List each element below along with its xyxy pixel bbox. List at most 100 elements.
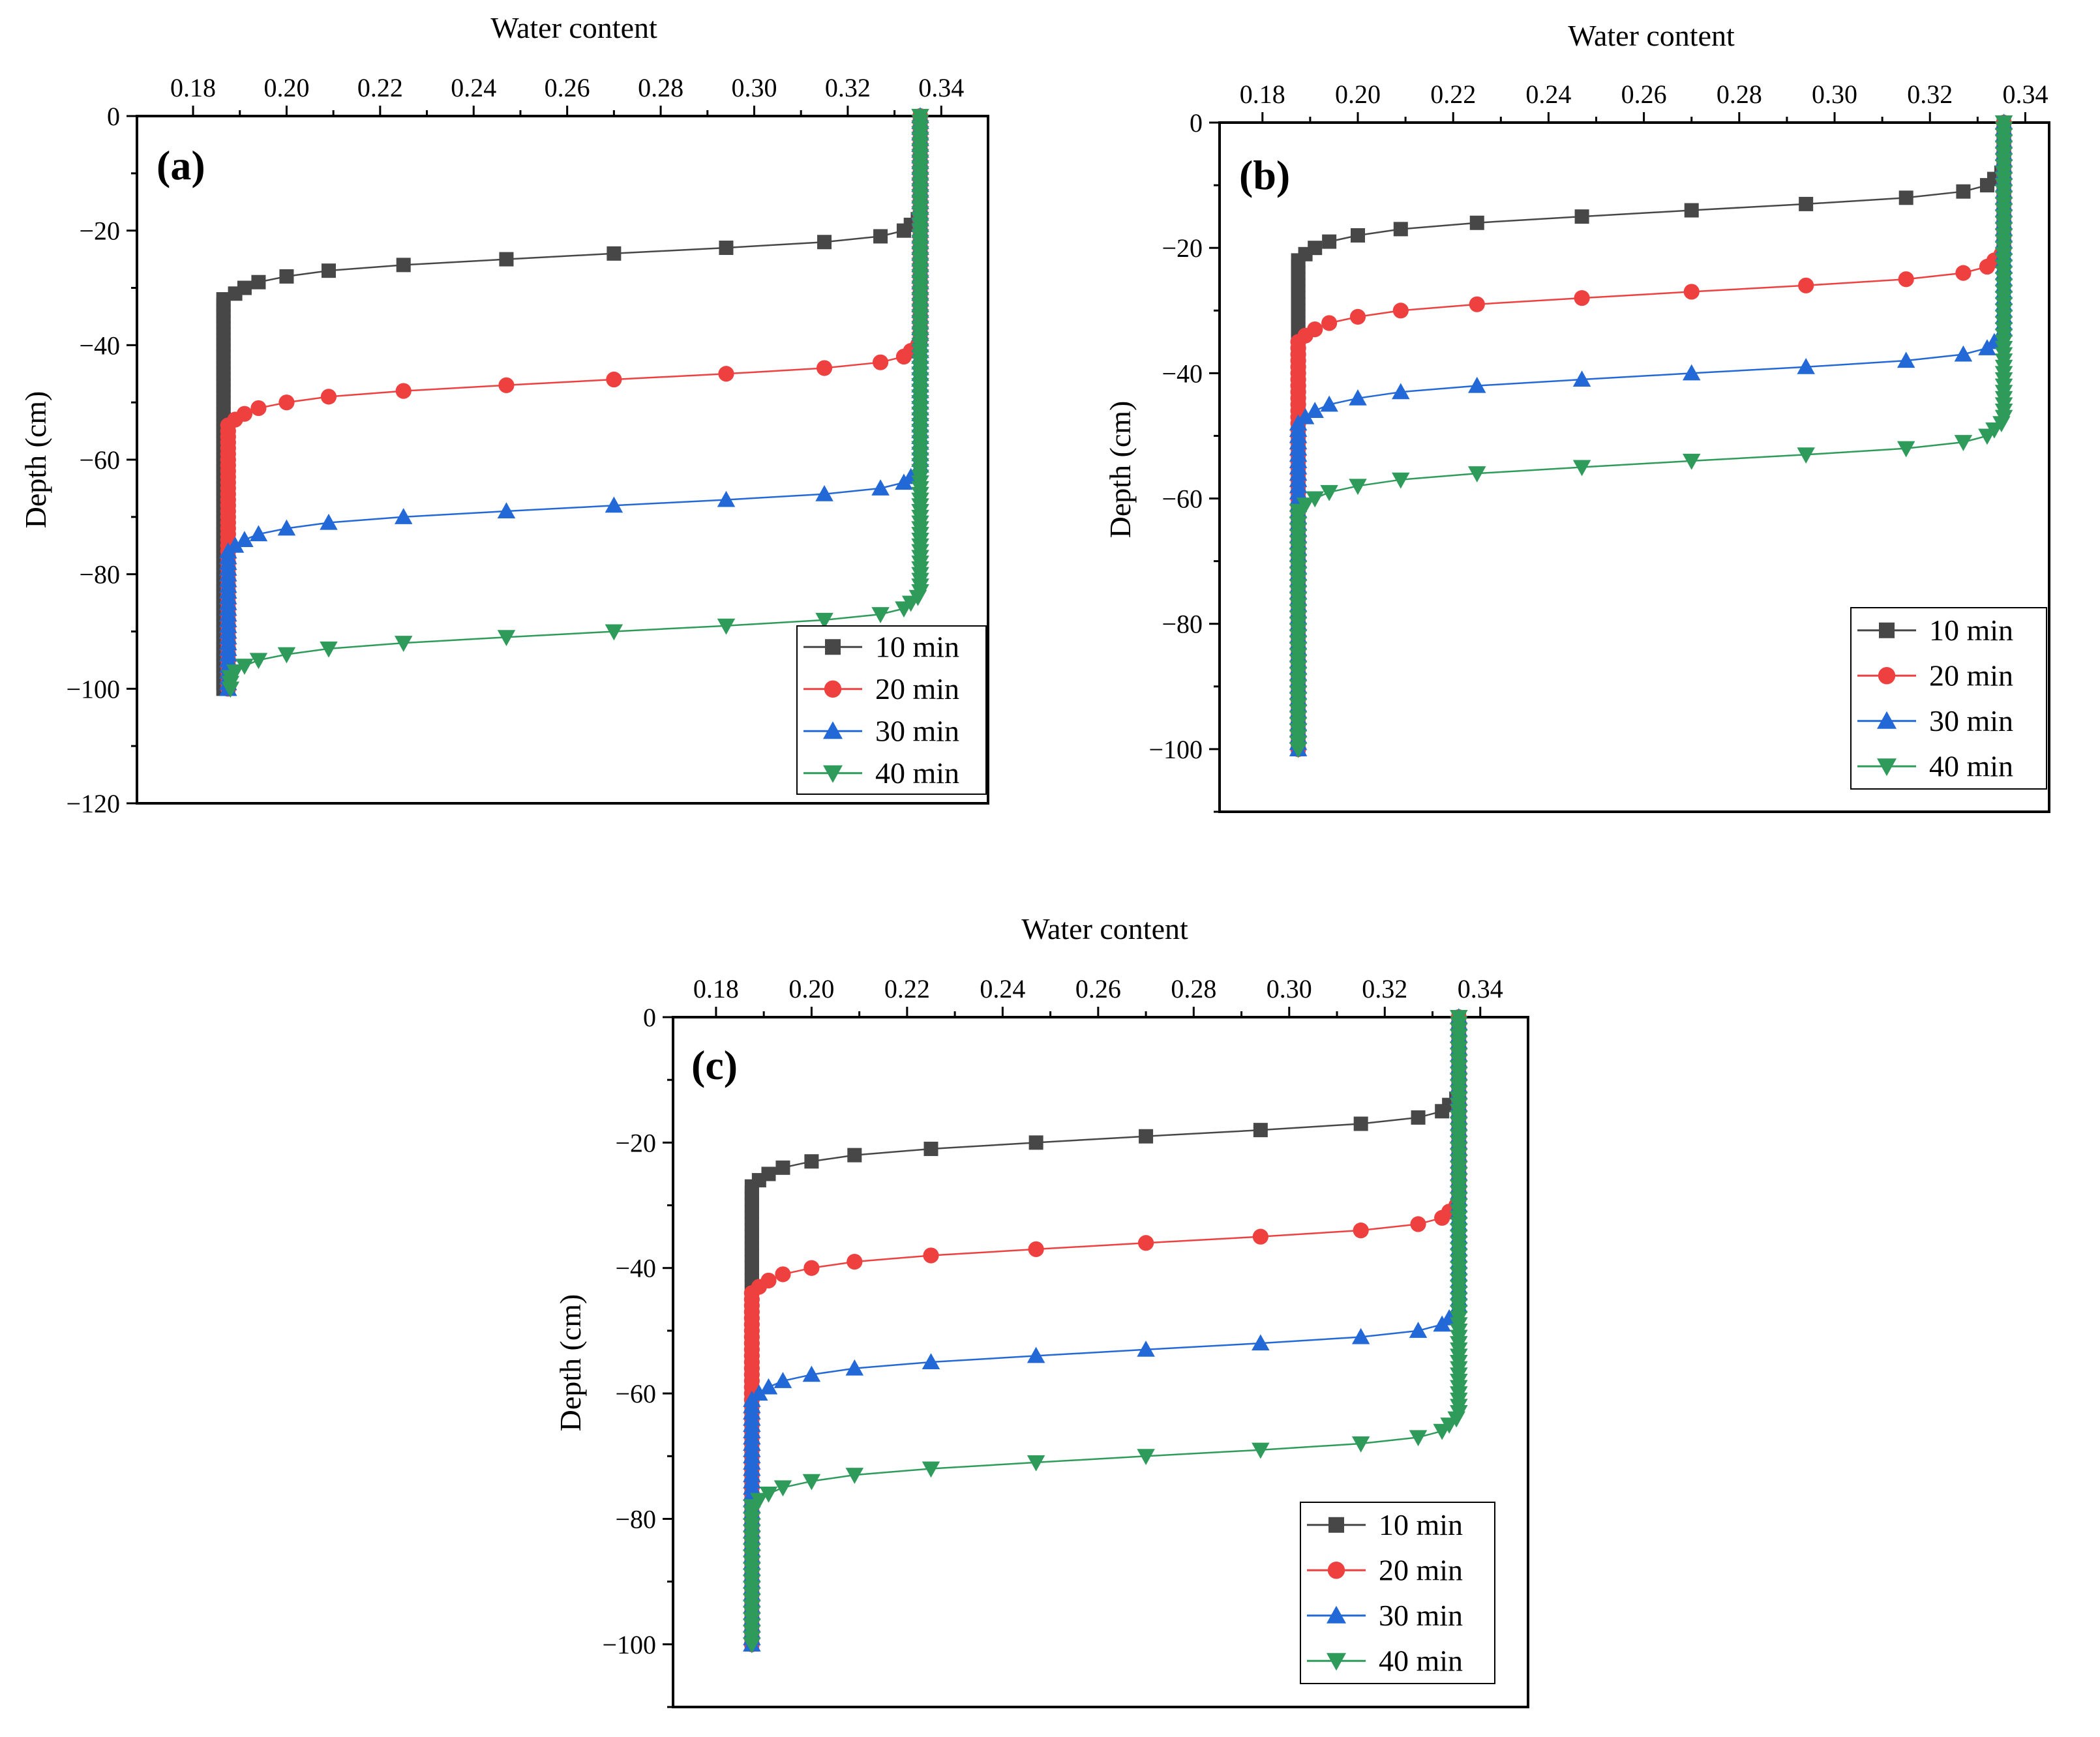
data-point [1137,1235,1154,1251]
data-point [1433,1315,1451,1332]
data-point [250,400,267,417]
legend-marker [1878,667,1896,685]
chart-panel-3: 0.18 0.20 0.22 0.24 0.26 0.28 0.30 0.32 0.34 0 −20… [554,912,1529,1708]
data-point [872,354,889,370]
data-point [816,360,833,376]
x-tick-label: 0.28 [638,73,683,102]
data-point [1392,303,1409,319]
series-40-min [1289,115,2013,758]
data-point [1353,1222,1369,1239]
data-point [1799,196,1814,211]
y-tick-label: −80 [1162,610,1203,639]
data-point [1468,376,1486,393]
x-axis-title: Water content [1568,19,1735,52]
data-point [279,269,294,284]
data-point [235,531,254,547]
data-point [1684,203,1699,218]
y-tick-label: −40 [1162,359,1203,388]
data-point [1468,466,1486,482]
data-point [717,490,736,507]
data-point [871,607,890,623]
data-point [1435,1104,1450,1119]
data-point [1349,308,1366,325]
legend-marker [823,721,843,739]
y-tick-label: −40 [79,331,120,360]
data-point [1320,395,1338,412]
data-point [320,389,337,405]
data-point [394,508,413,524]
legend-label: 40 min [875,756,959,790]
data-point [605,624,623,641]
series-20-min [220,108,929,697]
data-point [719,241,734,256]
x-tick-label: 0.22 [884,974,930,1003]
x-tick-label: 0.30 [1267,974,1312,1003]
data-point [773,1480,792,1497]
y-tick-label: −40 [615,1254,656,1283]
data-point [1469,215,1484,230]
chart-panel-1: 0.18 0.20 0.22 0.24 0.26 0.28 0.30 0.32 0.34 0 −20… [19,11,989,818]
data-point [1956,184,1971,199]
data-point [1978,339,1996,355]
y-tick-label: −80 [79,560,120,589]
x-tick-label: 0.18 [170,73,216,102]
x-tick-label: 0.34 [1458,974,1503,1003]
data-point [1137,1449,1155,1466]
data-point [1353,1116,1368,1131]
data-point [278,394,295,411]
data-point [923,1247,939,1264]
data-point [895,473,913,490]
x-tick-label: 0.26 [1621,80,1667,109]
x-tick-label: 0.32 [1907,80,1953,109]
x-tick-label: 0.34 [2002,80,2048,109]
x-tick-label: 0.34 [918,73,964,102]
legend-label: 30 min [1379,1599,1463,1632]
y-tick-label: −100 [602,1630,656,1659]
legend-label: 10 min [875,630,959,663]
data-point [320,513,338,530]
data-point [606,371,622,388]
legend-label: 10 min [1379,1508,1463,1541]
data-point [1898,190,1913,205]
data-point [871,479,890,496]
data-point [817,235,832,250]
data-point [497,502,516,519]
data-point [498,377,515,393]
data-point [895,601,913,618]
plot-frame [672,1016,1529,1708]
data-point [228,286,243,301]
x-tick-label: 0.24 [980,974,1025,1003]
data-point [1252,1228,1268,1245]
data-point [802,1365,821,1382]
data-point [1682,364,1701,381]
data-point [895,348,912,365]
data-point [1979,258,1996,275]
data-point [251,275,266,290]
data-point [1798,277,1814,293]
data-point [815,612,833,629]
panel-label: (a) [157,142,205,188]
data-point [1469,296,1485,312]
legend-marker [824,680,842,698]
legend-label: 20 min [875,672,959,705]
data-point [922,1461,940,1478]
panel-label: (b) [1239,152,1290,198]
x-tick-label: 0.18 [693,974,739,1003]
x-tick-label: 0.32 [825,73,871,102]
y-axis-title: Depth (cm) [554,1294,587,1432]
data-point [804,1154,819,1169]
series-40-min [221,109,929,698]
y-tick-label: −100 [1148,735,1203,764]
data-point [896,223,911,238]
legend-marker [1327,1653,1346,1671]
data-point [1410,1216,1426,1232]
y-tick-label: −80 [615,1504,656,1534]
panel-label: (c) [691,1042,738,1088]
data-point [395,383,412,399]
data-point [743,1637,761,1654]
data-point [1392,472,1410,489]
data-point [759,1486,778,1503]
plot-frame [1218,121,2050,813]
data-point [1897,441,1915,458]
